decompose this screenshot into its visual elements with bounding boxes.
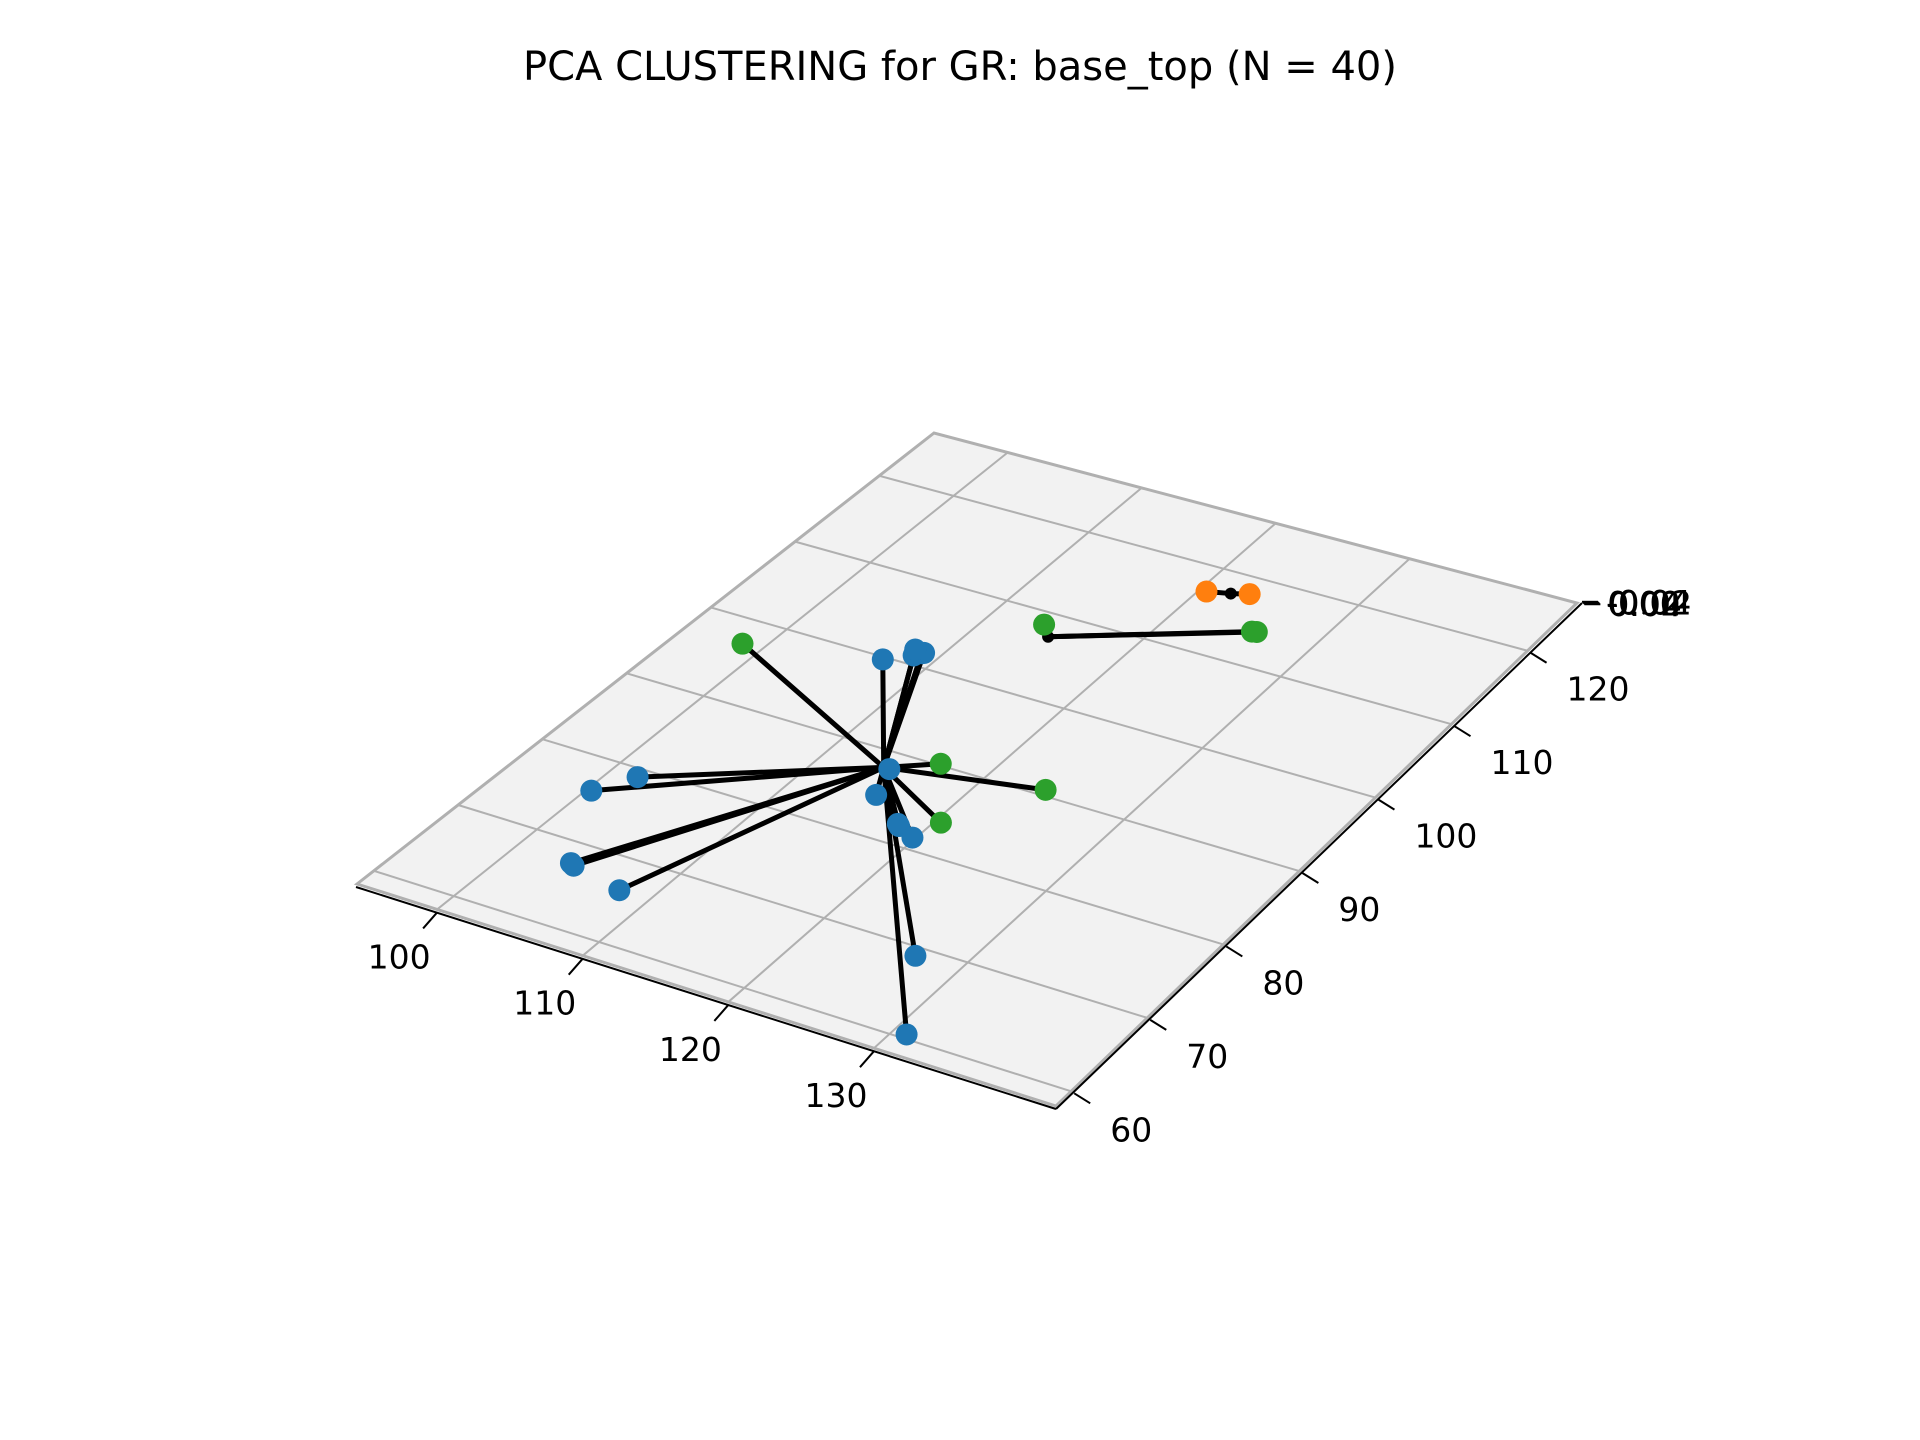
data-point-cluster-1 [626, 766, 649, 789]
y-axis-tick [1073, 1092, 1091, 1105]
data-point-cluster-2 [1195, 580, 1218, 603]
z-tick-label: 0.00 [1607, 584, 1680, 623]
x-axis-tick [567, 958, 584, 976]
cluster-edge [739, 641, 887, 770]
y-axis-line [1055, 602, 1583, 1110]
data-point-cluster-3 [731, 632, 754, 655]
cluster-edge [571, 764, 887, 869]
data-point-cluster-1 [904, 944, 927, 967]
cluster-center-marker [1224, 587, 1237, 600]
x-tick-label: 130 [804, 1076, 867, 1115]
data-point-cluster-1 [878, 758, 901, 781]
grid-line-x [727, 522, 1277, 1003]
cluster-edge [1045, 629, 1260, 640]
plot-pane [353, 431, 1580, 1108]
y-tick-label: 80 [1262, 963, 1304, 1002]
x-tick-label: 120 [659, 1030, 722, 1069]
data-point-cluster-1 [608, 879, 631, 902]
cluster-edge [881, 764, 918, 959]
z-tick-label: -0.04 [1606, 583, 1691, 622]
y-tick-label: 70 [1186, 1037, 1228, 1076]
grid-line-y [542, 738, 1224, 946]
cluster-edge [881, 764, 910, 1037]
y-axis-tick [1453, 725, 1472, 738]
grid-line-y [710, 606, 1376, 799]
x-tick-label: 100 [368, 937, 431, 976]
data-point-cluster-3 [929, 752, 952, 775]
y-axis-tick [1225, 945, 1243, 958]
data-point-cluster-1 [865, 783, 888, 806]
grid-line-y [878, 474, 1528, 652]
data-point-cluster-1 [895, 1023, 918, 1046]
cluster-edge [880, 656, 887, 770]
data-point-cluster-2 [1238, 583, 1261, 606]
x-axis-line [355, 886, 1057, 1110]
y-axis-tick [1530, 651, 1548, 664]
y-axis-tick [1377, 798, 1395, 811]
data-point-cluster-1 [904, 638, 927, 661]
cluster-edge [881, 764, 1049, 793]
y-tick-label: 110 [1491, 743, 1554, 782]
y-tick-label: 90 [1338, 890, 1380, 929]
y-tick-label: 60 [1110, 1110, 1152, 1149]
grid-lines [373, 451, 1528, 1093]
grid-line-y [373, 869, 1072, 1093]
data-point-cluster-1 [562, 854, 585, 877]
grid-line-x [582, 487, 1143, 957]
y-axis-tick [1301, 872, 1319, 884]
data-point-cluster-3 [929, 811, 952, 834]
data-point-cluster-3 [1034, 778, 1057, 801]
grid-line-x [873, 557, 1411, 1049]
data-point-cluster-3 [1033, 613, 1056, 636]
x-tick-label: 110 [513, 984, 576, 1023]
grid-line-x [436, 451, 1009, 911]
grid-line-y [626, 672, 1300, 872]
x-axis-tick [859, 1050, 875, 1068]
z-tick-label: 0.02 [1608, 585, 1681, 624]
x-axis-tick [422, 911, 438, 930]
pane-floor [353, 431, 1580, 1108]
cluster-edge [881, 646, 918, 770]
chart-title: PCA CLUSTERING for GR: base_top (N = 40) [523, 44, 1397, 90]
axes: 100 110 120 130 60 70 80 90 100 110 120 -0.04-0.020… [355, 583, 1692, 1149]
y-axis-tick [1149, 1019, 1167, 1031]
data-point-cluster-1 [580, 779, 603, 802]
cluster-edges [568, 587, 1260, 1037]
data-point-cluster-1 [871, 648, 894, 671]
data-point-cluster-3 [1245, 621, 1268, 644]
data-point-cluster-1 [901, 826, 924, 849]
data-points [559, 580, 1268, 1046]
z-tick-label: -0.02 [1607, 583, 1692, 622]
grid-line-y [457, 804, 1148, 1019]
x-axis-tick [713, 1004, 730, 1022]
z-tick-label: 0.04 [1608, 585, 1681, 624]
y-tick-label: 100 [1414, 817, 1477, 856]
cluster-edge [616, 764, 887, 893]
y-tick-label: 120 [1567, 670, 1630, 709]
